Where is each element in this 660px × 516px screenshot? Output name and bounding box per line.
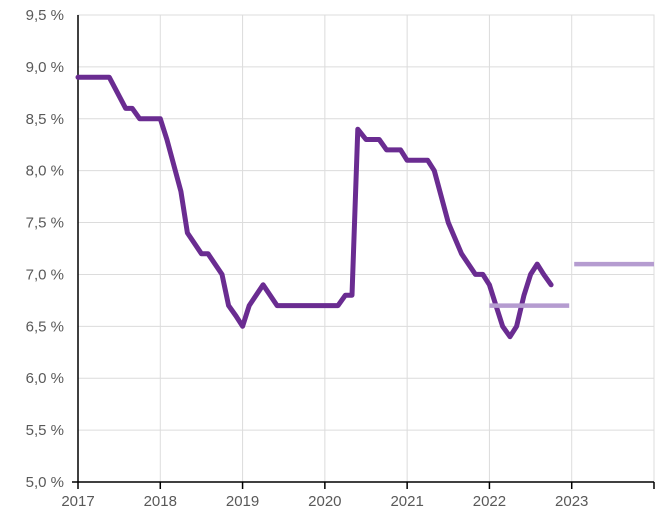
y-tick-label: 6,5 % [26,318,64,335]
x-tick-label: 2019 [226,493,259,510]
plot-frame [77,14,655,483]
y-tick-label: 6,0 % [26,370,64,387]
y-tick-label: 8,5 % [26,111,64,128]
y-tick-label: 8,0 % [26,163,64,180]
x-tick-label: 2018 [144,493,177,510]
y-tick-label: 9,5 % [26,7,64,24]
series-layer [75,74,654,340]
y-tick-label: 5,0 % [26,474,64,491]
x-tick-label: 2020 [308,493,341,510]
y-tick-label: 5,5 % [26,422,64,439]
axis-layer [72,15,655,489]
y-tick-label: 9,0 % [26,59,64,76]
x-tick-label: 2017 [61,493,94,510]
x-tick-label: 2023 [555,493,588,510]
x-tick-label: 2022 [473,493,506,510]
label-layer: 5,0 % 5,5 % 6,0 % 6,5 % 7,0 % 7,5 % 8,0 % 8,5 %… [26,7,589,510]
x-tick-label: 2021 [390,493,423,510]
y-tick-label: 7,0 % [26,266,64,283]
y-tick-label: 7,5 % [26,215,64,232]
grid-layer [77,14,655,483]
series-line [75,74,554,340]
